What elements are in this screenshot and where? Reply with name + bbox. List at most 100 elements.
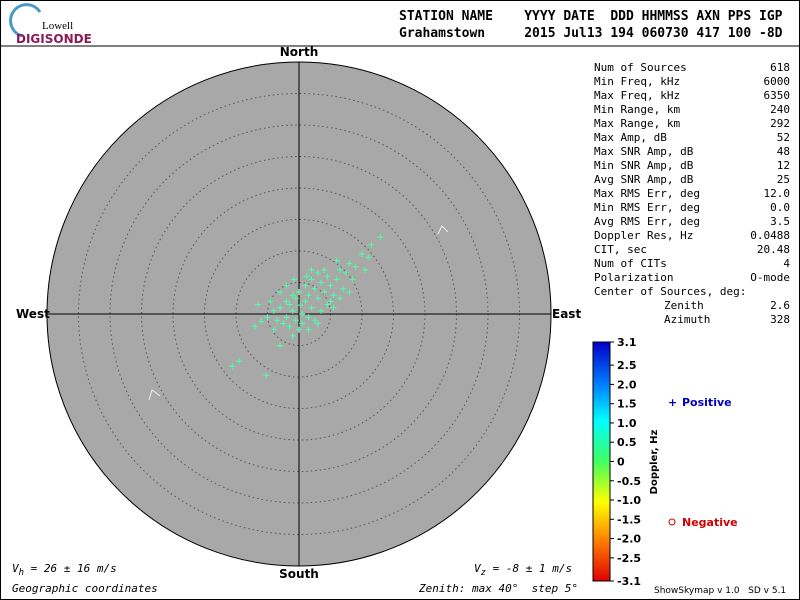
direction-label: West — [16, 307, 50, 321]
source-point — [263, 372, 270, 379]
colorbar-tick-label: 2.5 — [617, 359, 637, 372]
center-title: Center of Sources, deg: — [594, 285, 746, 298]
stat-label: Max RMS Err, deg — [594, 187, 700, 200]
colorbar-tick-label: -1.5 — [617, 513, 641, 526]
source-point — [299, 311, 306, 317]
stat-label: Min SNR Amp, dB — [594, 159, 694, 172]
source-point — [236, 358, 243, 365]
stat-value: 4 — [783, 257, 790, 270]
source-point — [349, 276, 356, 283]
source-point — [336, 295, 343, 302]
source-point — [273, 317, 280, 324]
source-point — [290, 276, 297, 283]
stat-label: CIT, sec — [594, 243, 647, 256]
source-point — [299, 320, 306, 327]
stat-label: Azimuth — [664, 313, 710, 326]
coords-label: Geographic coordinates — [12, 582, 158, 595]
stat-label: Num of CITs — [594, 257, 667, 270]
version: ShowSkymap v 1.0 SD v 5.1 — [654, 586, 786, 596]
stat-label: Num of Sources — [594, 61, 687, 74]
colorbar-tick-label: 1.0 — [617, 417, 637, 430]
header-line: STATION NAME YYYY DATE DDD HHMMSS AXN PP… — [399, 9, 783, 24]
stat-value: 292 — [770, 117, 790, 130]
stat-value: 0.0488 — [750, 229, 790, 242]
direction-label: South — [279, 567, 319, 581]
source-point — [311, 317, 318, 324]
source-point — [302, 282, 309, 289]
stat-value: 0.0 — [770, 201, 790, 214]
colorbar-ticks: 3.1 2.5 2.0 1.5 1.0 0.5 0 -0.5 -1.0 -1.5 -2.0 -2.5 -… — [610, 336, 641, 588]
stat-value: 52 — [777, 131, 790, 144]
marker — [148, 389, 161, 401]
negative-marker — [668, 518, 676, 526]
zenith-info: Zenith: max 40° step 5° — [418, 582, 578, 595]
stat-label: Avg RMS Err, deg — [594, 215, 700, 228]
source-point — [277, 342, 284, 349]
source-point — [330, 304, 337, 311]
source-point — [292, 295, 299, 302]
direction-label: East — [552, 307, 581, 321]
stat-value: 328 — [770, 313, 790, 326]
stat-label: Min Freq, kHz — [594, 75, 680, 88]
source-point — [283, 314, 290, 321]
source-point — [308, 276, 315, 283]
negative-label: Negative — [682, 516, 738, 529]
colorbar-tick-label: 1.5 — [617, 398, 637, 411]
stat-value: 240 — [770, 103, 790, 116]
stat-value: 48 — [777, 145, 790, 158]
stat-value: 12 — [777, 159, 790, 172]
source-point — [270, 307, 277, 314]
source-point — [324, 301, 331, 308]
stat-value: 20.48 — [757, 243, 790, 256]
source-point — [314, 320, 321, 327]
colorbar — [592, 341, 611, 582]
source-point — [286, 301, 293, 308]
source-point — [289, 292, 296, 299]
source-point — [305, 292, 312, 299]
stat-value: O-mode — [750, 271, 790, 284]
source-point — [258, 318, 265, 325]
stat-label: Polarization — [594, 271, 673, 284]
stat-label: Avg SNR Amp, dB — [594, 173, 694, 186]
colorbar-tick-label: 3.1 — [617, 336, 637, 349]
stat-label: Max Freq, kHz — [594, 89, 680, 102]
stat-value: 6000 — [764, 75, 791, 88]
source-point — [314, 270, 321, 277]
colorbar-tick-label: 0 — [617, 456, 625, 469]
source-point — [365, 254, 372, 261]
source-point — [346, 260, 353, 267]
stat-label: Doppler Res, Hz — [594, 229, 693, 242]
source-point — [286, 323, 293, 330]
source-point — [308, 304, 315, 311]
logo-swoosh — [9, 3, 42, 38]
source-point — [229, 363, 236, 370]
colorbar-tick-label: -2.5 — [617, 552, 641, 565]
stat-value: 2.6 — [770, 299, 790, 312]
colorbar-title: Doppler, Hz — [649, 430, 660, 495]
source-point — [280, 320, 287, 327]
source-point — [333, 257, 340, 264]
stat-value: 3.5 — [770, 215, 790, 228]
source-point — [251, 323, 258, 330]
stat-label: Zenith — [664, 299, 704, 312]
source-point — [289, 333, 296, 340]
source-point — [321, 288, 328, 295]
source-point — [368, 241, 375, 248]
vh-label: Vh = 26 ± 16 m/s — [12, 562, 117, 578]
source-point — [297, 302, 304, 309]
logo-bottom: DIGISONDE — [16, 32, 92, 46]
colorbar-tick-label: -0.5 — [617, 475, 641, 488]
source-point — [303, 273, 310, 280]
source-point — [359, 251, 365, 258]
source-point — [318, 279, 325, 286]
marker — [437, 225, 449, 235]
vz-label: Vz = -8 ± 1 m/s — [474, 562, 572, 578]
header-line: Grahamstown 2015 Jul13 194 060730 417 10… — [399, 26, 783, 41]
source-point — [333, 276, 340, 283]
source-point — [296, 288, 302, 295]
polar-plot — [0, 45, 800, 567]
colorbar-tick-label: 2.0 — [617, 378, 637, 391]
source-point — [277, 288, 284, 295]
stat-label: Max Amp, dB — [594, 131, 667, 144]
